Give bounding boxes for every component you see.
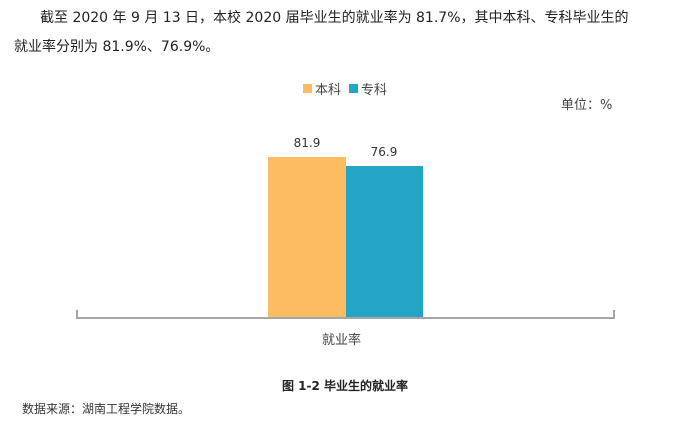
legend-item-associate: 专科 [349, 79, 387, 98]
axis-tick-left [76, 310, 78, 318]
figure-caption: 图 1-2 毕业生的就业率 [282, 379, 409, 393]
legend-label-bachelor: 本科 [315, 83, 342, 98]
bar-associate [346, 166, 423, 318]
chart-legend: 本科 专科 [303, 79, 387, 98]
bar-value-associate: 76.9 [370, 145, 398, 159]
legend-label-associate: 专科 [361, 83, 388, 98]
paragraph-line-1: 截至 2020 年 9 月 13 日，本校 2020 届毕业生的就业率为 81.… [40, 10, 629, 26]
bar-value-bachelor: 81.9 [293, 136, 321, 150]
bar-bachelor [268, 157, 346, 318]
data-source-note: 数据来源：湖南工程学院数据。 [22, 402, 191, 416]
legend-swatch-associate-icon [349, 84, 359, 93]
paragraph-line-2: 就业率分别为 81.9%、76.9%。 [14, 39, 220, 55]
legend-swatch-bachelor-icon [303, 84, 312, 93]
category-label: 就业率 [322, 333, 362, 348]
legend-item-bachelor: 本科 [303, 79, 341, 98]
axis-tick-right [613, 310, 615, 318]
x-axis-line [76, 317, 615, 319]
unit-label: 单位：% [561, 98, 613, 113]
